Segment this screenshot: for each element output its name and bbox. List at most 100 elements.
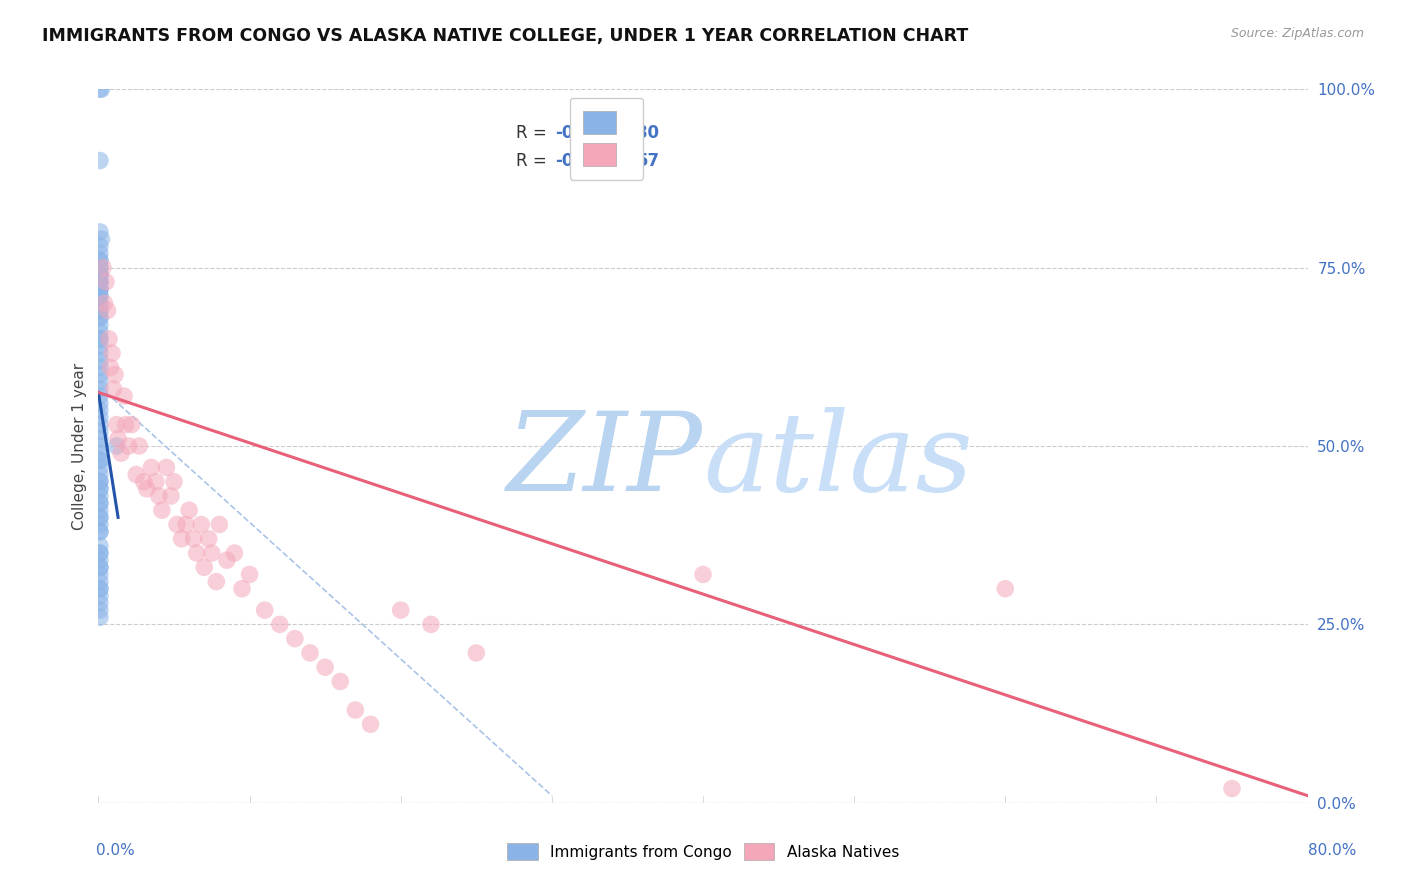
Point — [994, 582, 1017, 596]
Point — [163, 475, 186, 489]
Point — [253, 603, 276, 617]
Point — [89, 567, 111, 582]
Point — [128, 439, 150, 453]
Point — [89, 332, 111, 346]
Point — [89, 446, 111, 460]
Point — [89, 353, 111, 368]
Point — [101, 346, 124, 360]
Point — [89, 282, 111, 296]
Point — [183, 532, 205, 546]
Text: R =: R = — [516, 125, 557, 143]
Point — [89, 268, 111, 282]
Point — [89, 368, 111, 382]
Point — [239, 567, 262, 582]
Point — [105, 417, 128, 432]
Point — [114, 417, 136, 432]
Point — [89, 253, 111, 268]
Point — [89, 382, 111, 396]
Point — [231, 582, 253, 596]
Point — [89, 417, 111, 432]
Point — [170, 532, 193, 546]
Point — [160, 489, 183, 503]
Point — [89, 467, 111, 482]
Point — [89, 560, 111, 574]
Point — [89, 260, 111, 275]
Point — [89, 496, 111, 510]
Point — [89, 475, 111, 489]
Point — [89, 289, 111, 303]
Point — [89, 389, 111, 403]
Point — [89, 475, 111, 489]
Point — [215, 553, 238, 567]
Point — [141, 460, 163, 475]
Point — [89, 582, 111, 596]
Point — [89, 268, 111, 282]
Point — [93, 296, 115, 310]
Point — [89, 410, 111, 425]
Point — [107, 432, 129, 446]
Text: N =: N = — [603, 152, 651, 169]
Point — [89, 453, 111, 467]
Point — [89, 303, 111, 318]
Point — [89, 375, 111, 389]
Text: 57: 57 — [637, 152, 659, 169]
Point — [89, 510, 111, 524]
Point — [89, 546, 111, 560]
Point — [89, 460, 111, 475]
Point — [193, 560, 215, 574]
Point — [89, 496, 111, 510]
Point — [314, 660, 336, 674]
Text: Source: ZipAtlas.com: Source: ZipAtlas.com — [1230, 27, 1364, 40]
Point — [110, 446, 132, 460]
Point — [89, 524, 111, 539]
Point — [112, 389, 135, 403]
Text: ZIP: ZIP — [508, 407, 703, 514]
Point — [89, 318, 111, 332]
Point — [89, 546, 111, 560]
Point — [89, 296, 111, 310]
Point — [89, 153, 111, 168]
Point — [89, 303, 111, 318]
Point — [89, 289, 111, 303]
Point — [118, 439, 141, 453]
Point — [89, 239, 111, 253]
Point — [145, 475, 167, 489]
Point — [205, 574, 228, 589]
Point — [89, 346, 111, 360]
Text: -0.218: -0.218 — [555, 125, 614, 143]
Text: R =: R = — [516, 152, 557, 169]
Point — [89, 603, 111, 617]
Point — [89, 260, 111, 275]
Point — [89, 310, 111, 325]
Text: 80.0%: 80.0% — [1309, 843, 1357, 858]
Point — [98, 332, 121, 346]
Point — [89, 403, 111, 417]
Point — [89, 339, 111, 353]
Point — [89, 425, 111, 439]
Point — [89, 482, 111, 496]
Text: -0.526: -0.526 — [555, 152, 614, 169]
Point — [89, 453, 111, 467]
Point — [89, 396, 111, 410]
Point — [100, 360, 122, 375]
Point — [329, 674, 352, 689]
Point — [104, 368, 127, 382]
Point — [389, 603, 412, 617]
Point — [269, 617, 291, 632]
Y-axis label: College, Under 1 year: College, Under 1 year — [72, 362, 87, 530]
Point — [1220, 781, 1243, 796]
Point — [105, 439, 128, 453]
Point — [284, 632, 307, 646]
Point — [224, 546, 246, 560]
Point — [89, 360, 111, 375]
Point — [89, 553, 111, 567]
Text: N =: N = — [603, 125, 651, 143]
Point — [150, 503, 173, 517]
Text: 0.0%: 0.0% — [96, 843, 135, 858]
Point — [94, 275, 117, 289]
Point — [89, 282, 111, 296]
Point — [96, 303, 118, 318]
Point — [89, 510, 111, 524]
Legend: , : , — [569, 97, 643, 179]
Point — [90, 82, 112, 96]
